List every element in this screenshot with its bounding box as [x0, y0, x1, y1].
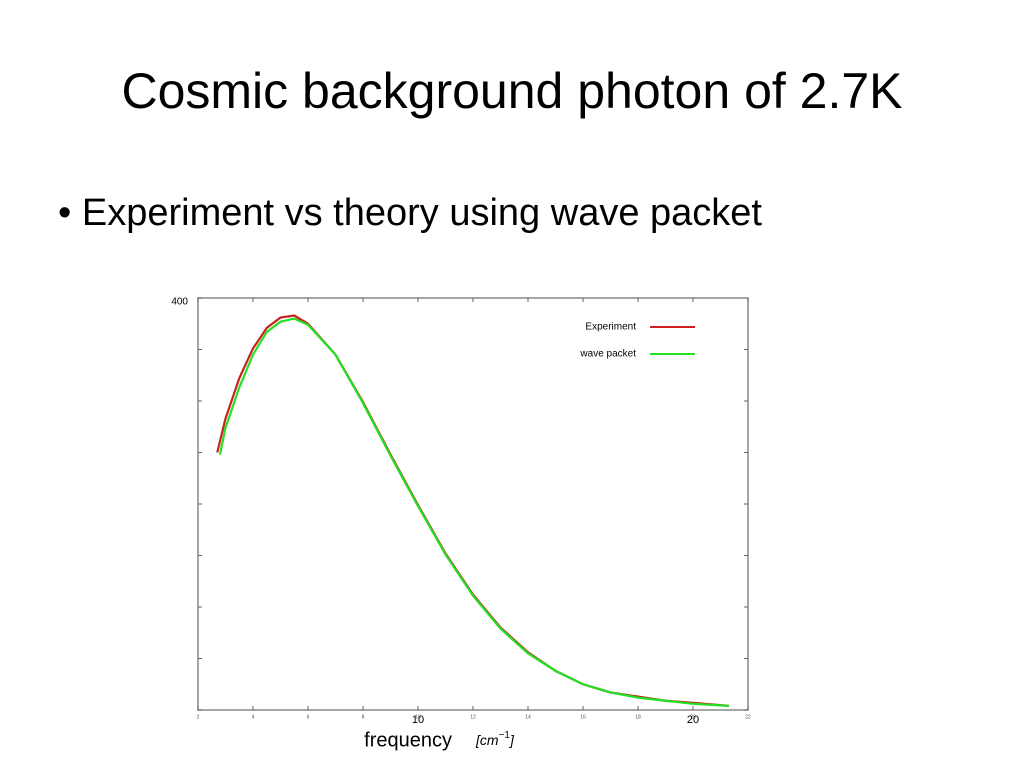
bullet: • Experiment vs theory using wave packet — [58, 192, 762, 234]
x-tick-label: 14 — [525, 714, 531, 720]
bullet-text: Experiment vs theory using wave packet — [81, 192, 762, 234]
x-axis-label: frequency — [364, 729, 452, 751]
x-axis-unit: [cm−1] — [475, 730, 515, 748]
x-tick-label: 6 — [307, 714, 310, 720]
unit-base: [cm — [475, 732, 499, 748]
x-tick-label: 16 — [580, 714, 586, 720]
unit-close: ] — [508, 732, 515, 748]
plot-frame — [197, 297, 749, 711]
x-tick-label: 8 — [362, 714, 365, 720]
x-tick-label: 22 — [745, 714, 751, 720]
x-tick-label: 4 — [252, 714, 255, 720]
data-line — [218, 317, 729, 707]
x-tick-label: 2 — [197, 714, 200, 720]
x-axis-label-large: 20 — [687, 714, 699, 726]
y-tick-label: 400 — [171, 297, 188, 308]
x-axis-label-large: 10 — [412, 714, 424, 726]
x-tick-label: 12 — [470, 714, 476, 720]
x-tick-label: 10 — [415, 714, 421, 720]
legend-label: wave packet — [579, 349, 636, 360]
unit-exponent: −1 — [499, 730, 511, 741]
legend-label: Experiment — [585, 322, 636, 333]
x-tick-label: 20 — [690, 714, 696, 720]
x-tick-label: 18 — [635, 714, 641, 720]
data-line — [216, 314, 729, 707]
slide-title: Cosmic background photon of 2.7K — [121, 63, 903, 119]
